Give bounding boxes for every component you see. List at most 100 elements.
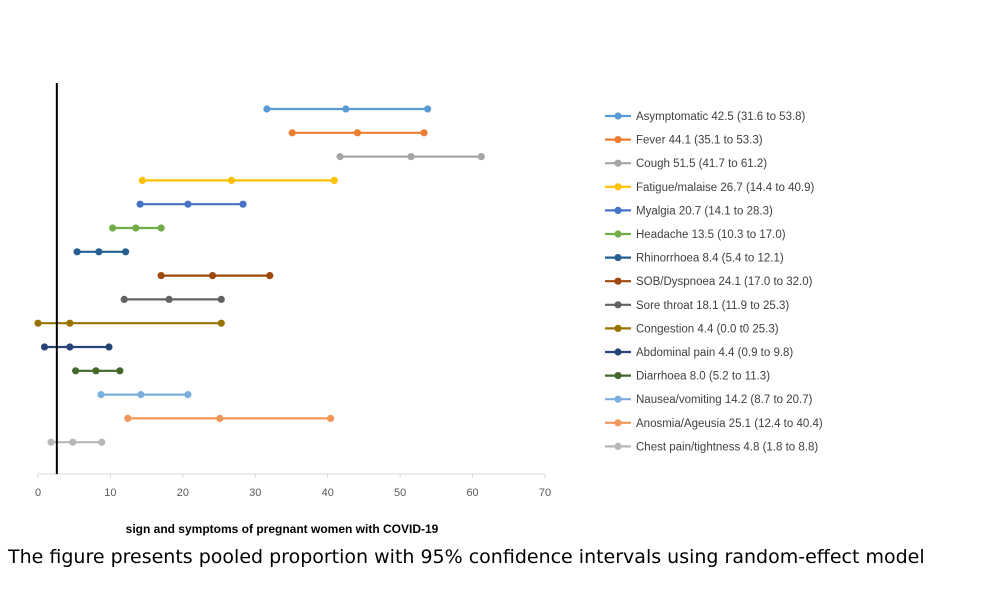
ci-upper-point: [98, 438, 106, 446]
plot-rows: [34, 105, 485, 446]
ci-upper-point: [217, 295, 225, 303]
legend-label: Diarrhoea 8.0 (5.2 to 11.3): [636, 371, 770, 383]
estimate-point: [184, 200, 192, 208]
x-tick-label: 70: [539, 487, 551, 499]
x-tick-label: 20: [177, 487, 189, 499]
legend-marker: [614, 301, 622, 309]
series-row: [138, 176, 338, 184]
ci-upper-point: [266, 272, 274, 280]
ci-lower-point: [72, 367, 80, 375]
legend-label: Congestion 4.4 (0.0 t0 25.3): [636, 323, 779, 335]
series-row: [72, 367, 124, 375]
series-row: [336, 153, 485, 161]
legend-label: Nausea/vomiting 14.2 (8.7 to 20.7): [636, 394, 813, 406]
estimate-point: [132, 224, 140, 232]
series-row: [47, 438, 106, 446]
ci-upper-point: [157, 224, 165, 232]
ci-lower-point: [40, 343, 49, 351]
x-tick-label: 60: [466, 487, 478, 499]
series-row: [109, 224, 165, 232]
ci-lower-point: [124, 414, 132, 422]
legend-entry: Congestion 4.4 (0.0 t0 25.3): [605, 323, 779, 335]
legend-entry: Cough 51.5 (41.7 to 61.2): [605, 158, 767, 170]
legend-marker: [614, 112, 622, 120]
series-row: [34, 319, 225, 327]
ci-upper-point: [116, 367, 124, 375]
series-row: [40, 343, 113, 351]
estimate-point: [66, 319, 74, 327]
legend-entry: Nausea/vomiting 14.2 (8.7 to 20.7): [605, 394, 813, 406]
ci-lower-point: [138, 176, 146, 184]
estimate-point: [66, 343, 74, 351]
x-tick-label: 30: [249, 487, 261, 499]
ci-lower-point: [263, 105, 271, 113]
legend-marker: [614, 395, 622, 403]
series-row: [97, 391, 192, 399]
legend-entry: Myalgia 20.7 (14.1 to 28.3): [605, 205, 773, 217]
ci-lower-point: [288, 129, 296, 137]
legend-label: Myalgia 20.7 (14.1 to 28.3): [636, 205, 773, 217]
estimate-point: [227, 176, 235, 184]
legend-label: Fever 44.1 (35.1 to 53.3): [636, 135, 763, 147]
x-axis-ticks: 0 10 20 30 40 50 60 70: [35, 474, 551, 499]
series-row: [136, 200, 247, 208]
estimate-point: [165, 295, 173, 303]
legend-entry: Rhinorrhoea 8.4 (5.4 to 12.1): [605, 253, 784, 265]
legend-marker: [614, 159, 622, 167]
ci-lower-point: [136, 200, 144, 208]
x-tick-label: 40: [322, 487, 334, 499]
x-tick-label: 0: [35, 487, 41, 499]
legend-marker: [614, 348, 622, 356]
x-axis-title: sign and symptoms of pregnant women with…: [126, 522, 439, 536]
ci-lower-point: [73, 248, 81, 256]
legend-marker: [614, 277, 622, 285]
legend-entry: Diarrhoea 8.0 (5.2 to 11.3): [605, 371, 770, 383]
ci-lower-point: [109, 224, 117, 232]
estimate-point: [353, 129, 362, 137]
legend-entry: Headache 13.5 (10.3 to 17.0): [605, 229, 786, 241]
legend-marker: [614, 183, 622, 191]
ci-upper-point: [122, 248, 130, 256]
series-row: [263, 105, 432, 113]
legend-label: Cough 51.5 (41.7 to 61.2): [636, 158, 767, 170]
series-row: [157, 272, 274, 280]
ci-lower-point: [34, 319, 42, 327]
series-row: [73, 248, 130, 256]
legend-entry: Chest pain/tightness 4.8 (1.8 to 8.8): [605, 441, 818, 453]
legend-marker: [614, 419, 622, 427]
legend-label: Fatigue/malaise 26.7 (14.4 to 40.9): [636, 182, 815, 194]
ci-upper-point: [105, 343, 113, 351]
legend-entry: Anosmia/Ageusia 25.1 (12.4 to 40.4): [605, 418, 823, 430]
estimate-point: [137, 391, 145, 399]
estimate-point: [95, 248, 103, 256]
ci-upper-point: [330, 176, 338, 184]
ci-upper-point: [184, 391, 192, 399]
legend-entry: Fever 44.1 (35.1 to 53.3): [605, 135, 763, 147]
legend-label: SOB/Dyspnoea 24.1 (17.0 to 32.0): [636, 276, 813, 288]
legend-entry: Asymptomatic 42.5 (31.6 to 53.8): [605, 111, 806, 123]
estimate-point: [407, 153, 415, 161]
legend-marker: [614, 230, 622, 238]
legend-label: Rhinorrhoea 8.4 (5.4 to 12.1): [636, 253, 784, 265]
estimate-point: [69, 438, 77, 446]
x-tick-label: 50: [394, 487, 406, 499]
legend-entry: Fatigue/malaise 26.7 (14.4 to 40.9): [605, 182, 815, 194]
legend-marker: [614, 136, 622, 144]
legend-label: Chest pain/tightness 4.8 (1.8 to 8.8): [636, 441, 818, 453]
x-tick-label: 10: [104, 487, 116, 499]
series-row: [288, 129, 428, 137]
estimate-point: [208, 272, 217, 280]
legend-label: Headache 13.5 (10.3 to 17.0): [636, 229, 786, 241]
ci-upper-point: [327, 414, 335, 422]
ci-upper-point: [424, 105, 432, 113]
legend-marker: [614, 442, 622, 450]
estimate-point: [216, 414, 224, 422]
ci-lower-point: [157, 272, 165, 280]
legend-entry: SOB/Dyspnoea 24.1 (17.0 to 32.0): [605, 276, 813, 288]
ci-lower-point: [47, 438, 55, 446]
ci-lower-point: [97, 391, 105, 399]
legend-label: Sore throat 18.1 (11.9 to 25.3): [636, 300, 789, 312]
legend-label: Anosmia/Ageusia 25.1 (12.4 to 40.4): [636, 418, 823, 430]
ci-upper-point: [420, 129, 428, 137]
